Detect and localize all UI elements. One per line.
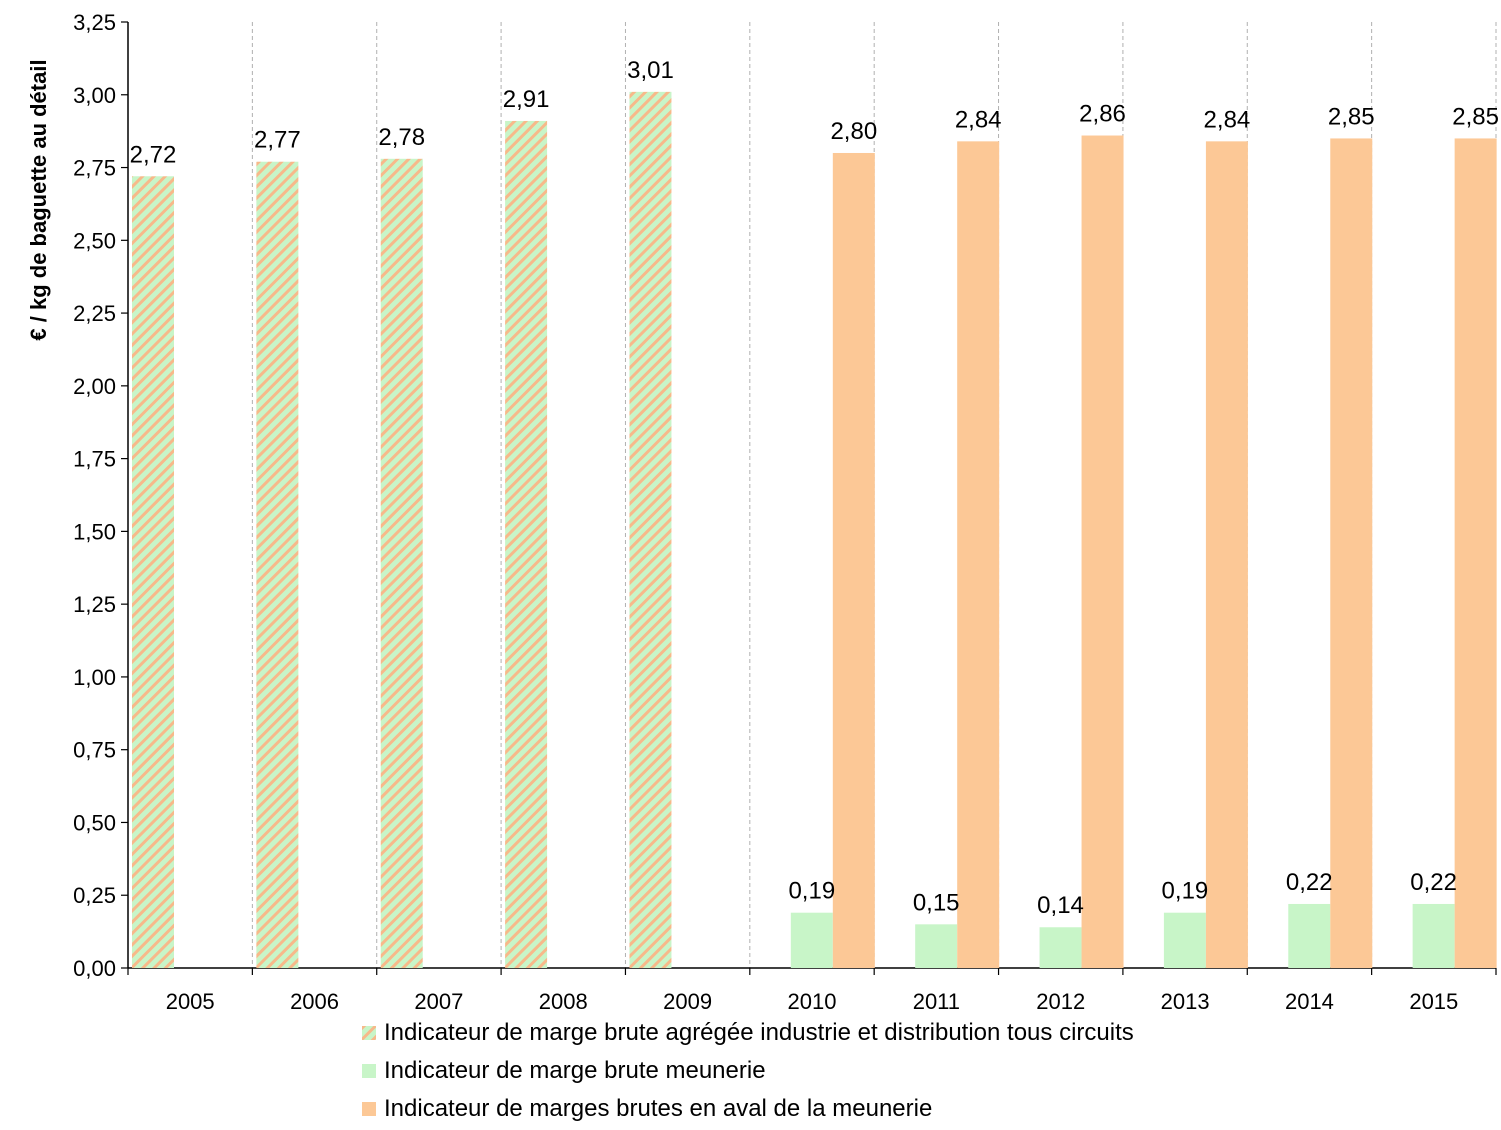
legend-swatch-green <box>362 1064 376 1078</box>
x-tick-label: 2006 <box>290 989 339 1014</box>
y-tick-label: 2,75 <box>73 156 116 181</box>
y-tick-label: 0,00 <box>73 956 116 981</box>
legend-item-agregee: Indicateur de marge brute agrégée indust… <box>362 1014 1134 1052</box>
data-label: 2,77 <box>254 127 301 154</box>
data-label: 2,86 <box>1079 101 1126 128</box>
legend-label: Indicateur de marge brute meunerie <box>384 1057 766 1084</box>
legend-item-meunerie: Indicateur de marge brute meunerie <box>362 1052 1134 1090</box>
bar-aval <box>1454 138 1497 968</box>
y-tick-label: 1,75 <box>73 447 116 472</box>
legend: Indicateur de marge brute agrégée indust… <box>362 1014 1134 1128</box>
x-tick-label: 2013 <box>1161 989 1210 1014</box>
x-tick-label: 2007 <box>414 989 463 1014</box>
data-label: 2,91 <box>503 86 550 113</box>
data-label: 0,19 <box>788 878 835 905</box>
data-label: 0,22 <box>1286 869 1333 896</box>
bar-meunerie <box>790 912 833 968</box>
x-axis: 2005 2006 2007 2008 2009 2010 2011 2012 2013 2014… <box>127 967 1497 1014</box>
data-label: 2,85 <box>1328 103 1375 130</box>
bar-aval <box>832 152 875 968</box>
legend-label: Indicateur de marges brutes en aval de l… <box>384 1095 933 1122</box>
y-tick-label: 1,00 <box>73 665 116 690</box>
legend-swatch-striped <box>362 1026 376 1040</box>
legend-item-aval: Indicateur de marges brutes en aval de l… <box>362 1090 1134 1128</box>
data-label: 3,01 <box>627 57 674 84</box>
data-label: 0,22 <box>1410 869 1457 896</box>
x-tick-label: 2012 <box>1036 989 1085 1014</box>
bar-aval <box>957 141 1000 968</box>
bar-aval <box>1330 138 1373 968</box>
data-label: 2,84 <box>1204 106 1251 133</box>
y-axis-title: € / kg de baguette au détail <box>26 59 51 340</box>
data-label: 0,15 <box>913 889 960 916</box>
data-label: 0,19 <box>1162 878 1209 905</box>
data-label: 2,84 <box>955 106 1002 133</box>
legend-swatch-orange <box>362 1102 376 1116</box>
x-tick-label: 2010 <box>788 989 837 1014</box>
y-axis: 0,00 0,25 0,50 0,75 1,00 1,25 1,50 1,75 2,00 2,25… <box>73 10 129 981</box>
bar-agregee <box>256 161 299 968</box>
y-tick-label: 2,50 <box>73 228 116 253</box>
legend-label: Indicateur de marge brute agrégée indust… <box>384 1019 1134 1046</box>
y-tick-label: 1,50 <box>73 519 116 544</box>
data-label: 2,72 <box>130 141 177 168</box>
y-tick-label: 3,00 <box>73 83 116 108</box>
x-tick-label: 2008 <box>539 989 588 1014</box>
bar-meunerie <box>1163 912 1206 968</box>
bar-agregee <box>132 176 174 969</box>
data-label: 2,78 <box>378 124 425 151</box>
x-tick-label: 2009 <box>663 989 712 1014</box>
y-tick-label: 1,25 <box>73 592 116 617</box>
bar-meunerie <box>1412 903 1455 968</box>
bars <box>132 91 1497 969</box>
data-label: 2,85 <box>1452 103 1499 130</box>
bar-meunerie <box>915 924 958 968</box>
bar-agregee <box>505 120 548 968</box>
y-tick-label: 0,50 <box>73 810 116 835</box>
x-tick-label: 2005 <box>166 989 215 1014</box>
data-labels: 2,72 2,77 2,78 2,91 3,01 0,19 2,80 0,15 2,84 0,14… <box>130 57 1499 919</box>
y-tick-label: 3,25 <box>73 10 116 35</box>
x-tick-label: 2011 <box>913 989 960 1014</box>
x-tick-label: 2015 <box>1409 989 1458 1014</box>
bar-agregee <box>629 91 672 968</box>
data-label: 0,14 <box>1037 892 1084 919</box>
bar-meunerie <box>1039 927 1082 968</box>
y-tick-label: 2,00 <box>73 374 116 399</box>
x-tick-label: 2014 <box>1285 989 1334 1014</box>
data-label: 2,80 <box>830 118 877 145</box>
bar-aval <box>1205 141 1248 968</box>
bar-meunerie <box>1288 903 1331 968</box>
y-tick-label: 0,25 <box>73 883 116 908</box>
y-tick-label: 2,25 <box>73 301 116 326</box>
y-tick-label: 0,75 <box>73 738 116 763</box>
bar-aval <box>1081 135 1124 968</box>
bar-agregee <box>380 158 423 968</box>
